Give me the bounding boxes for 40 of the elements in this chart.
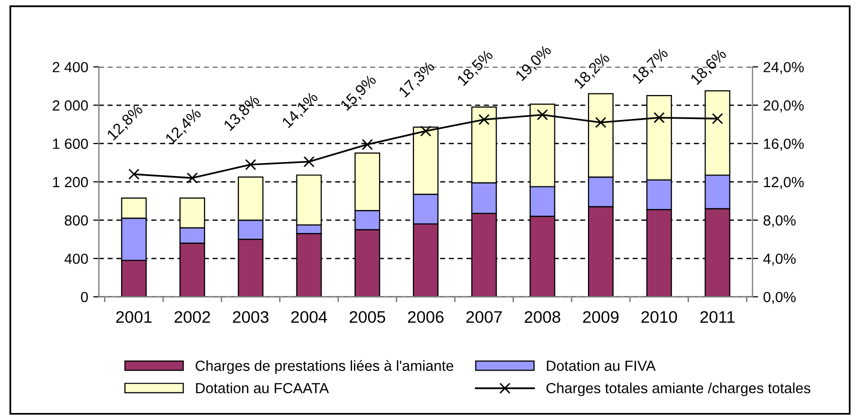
x-tick-label: 2008 xyxy=(524,311,560,323)
x-tick-label: 2005 xyxy=(350,311,386,323)
y-tick-label: 0 xyxy=(80,292,88,302)
x-tick-label: 2009 xyxy=(583,311,619,323)
legend-label: Dotation au FIVA xyxy=(546,360,656,371)
point xyxy=(245,159,256,170)
point xyxy=(420,126,432,137)
x-tick-label: 2004 xyxy=(291,311,328,323)
y-tick-label: 1 600 xyxy=(53,138,88,149)
y2-tick-label: 24,0% xyxy=(764,62,804,74)
legend-label: Dotation au FCAATA xyxy=(196,382,329,394)
x-tick-label: 2001 xyxy=(116,311,152,323)
x-tick-label: 2007 xyxy=(466,311,502,323)
x-tick-label: 2002 xyxy=(174,311,210,323)
y-tick-label: 2 000 xyxy=(52,100,88,111)
y2-tick-label: 16,0% xyxy=(764,138,804,151)
point xyxy=(654,112,665,124)
point xyxy=(128,168,140,180)
point xyxy=(712,113,724,124)
legend-label: Charges de prestations liées à l'amiante xyxy=(196,360,454,374)
x-tick-label: 2006 xyxy=(408,311,444,323)
y2-tick-label: 0,0% xyxy=(763,292,796,304)
y-tick-label: 2 400 xyxy=(52,62,88,72)
y2-tick-label: 12,0% xyxy=(764,176,804,189)
y-tick-label: 400 xyxy=(64,254,88,264)
y-tick-label: 1 200 xyxy=(53,176,88,188)
y2-tick-label: 4,0% xyxy=(763,254,796,266)
point xyxy=(595,116,606,128)
y2-tick-label: 20,0% xyxy=(764,100,804,112)
point xyxy=(536,109,548,120)
point xyxy=(186,172,198,184)
point xyxy=(478,114,490,126)
x-tick-label: 2003 xyxy=(232,311,268,323)
y2-tick-label: 8,0% xyxy=(764,215,796,228)
point xyxy=(362,138,373,150)
point xyxy=(303,156,315,168)
x-tick-label: 2010 xyxy=(641,311,678,323)
x-tick-label: 2011 xyxy=(700,311,735,323)
legend-label: Charges totales amiante /charges totales xyxy=(546,382,810,396)
y-tick-label: 800 xyxy=(64,215,88,226)
